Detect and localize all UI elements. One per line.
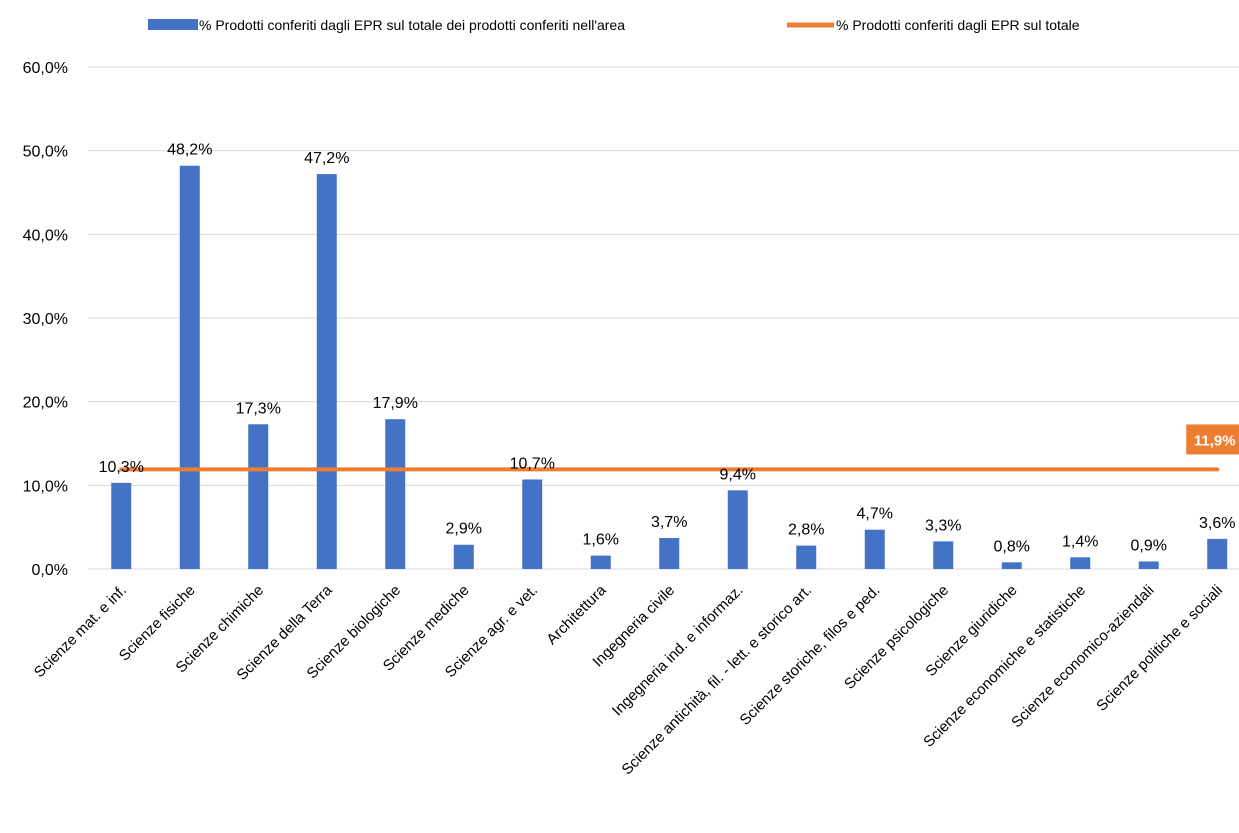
bar (248, 424, 269, 569)
bar (590, 555, 611, 569)
bar-data-label: 47,2% (304, 150, 349, 167)
bar (522, 479, 543, 569)
bar (316, 174, 337, 570)
y-tick-label: 40,0% (23, 227, 68, 244)
bar-data-label: 4,7% (857, 506, 893, 523)
bar-data-label: 17,9% (373, 395, 418, 412)
y-tick-label: 20,0% (23, 395, 68, 412)
average-line-layer: 11,9% (119, 424, 1239, 472)
bar-data-label: 1,4% (1062, 533, 1098, 550)
bar (111, 482, 132, 569)
y-tick-label: 10,0% (23, 478, 68, 495)
legend-label-line: % Prodotti conferiti dagli EPR sul total… (836, 17, 1080, 33)
y-tick-label: 50,0% (23, 144, 68, 161)
bar-data-label: 3,6% (1199, 515, 1235, 532)
bar-data-label: 3,3% (925, 517, 961, 534)
bar (864, 529, 885, 569)
bar (1070, 557, 1091, 569)
bar (1138, 561, 1159, 569)
bar (727, 490, 748, 569)
bar (796, 545, 817, 569)
bar-data-label: 0,9% (1131, 537, 1167, 554)
bar (385, 419, 406, 569)
x-category-label: Scienze storiche, filos e ped. (737, 582, 884, 729)
bar (1001, 562, 1022, 569)
bar-data-label: 17,3% (236, 400, 281, 417)
average-line-badge (1186, 424, 1239, 455)
bar-data-label: 10,7% (510, 455, 555, 472)
y-axis: 0,0% 10,0% 20,0% 30,0% 40,0% 50,0% 60,0% (23, 60, 68, 579)
x-category-label: Scienze economico-aziendali (1008, 582, 1157, 731)
bar-data-label: 1,6% (583, 532, 619, 549)
bar-data-label: 48,2% (167, 142, 212, 159)
bar (1207, 538, 1228, 569)
x-category-label: Architettura (543, 581, 610, 648)
bar (659, 538, 680, 569)
x-category-label: Scienze politiche e sociali (1093, 582, 1226, 715)
y-tick-label: 60,0% (23, 60, 68, 77)
legend: % Prodotti conferiti dagli EPR sul total… (148, 17, 1080, 33)
x-axis: Scienze mat. e inf.Scienze fisicheScienz… (31, 581, 1226, 778)
y-tick-label: 30,0% (23, 311, 68, 328)
x-category-label: Scienze mat. e inf. (31, 582, 130, 681)
bar (179, 165, 200, 569)
bars (111, 165, 1228, 570)
bar-data-label: 0,8% (994, 538, 1030, 555)
x-category-label: Ingegneria ind. e informaz. (609, 582, 747, 720)
data-labels: 10,3% 48,2% 17,3% 47,2% 17,9% 2,9% 10,7% 1,6% 3,… (99, 142, 1236, 556)
legend-swatch-bar (148, 19, 198, 30)
y-tick-label: 0,0% (32, 562, 68, 579)
bar-data-label: 10,3% (99, 459, 144, 476)
gridlines (88, 66, 1239, 570)
bar-data-label: 2,9% (446, 521, 482, 538)
bar (933, 541, 954, 569)
bar (453, 544, 474, 569)
bar-data-label: 3,7% (651, 514, 687, 531)
average-line-label: 11,9% (1194, 432, 1236, 449)
bar-data-label: 9,4% (720, 466, 756, 483)
legend-label-bar: % Prodotti conferiti dagli EPR sul total… (199, 17, 625, 33)
bar-data-label: 2,8% (788, 522, 824, 539)
